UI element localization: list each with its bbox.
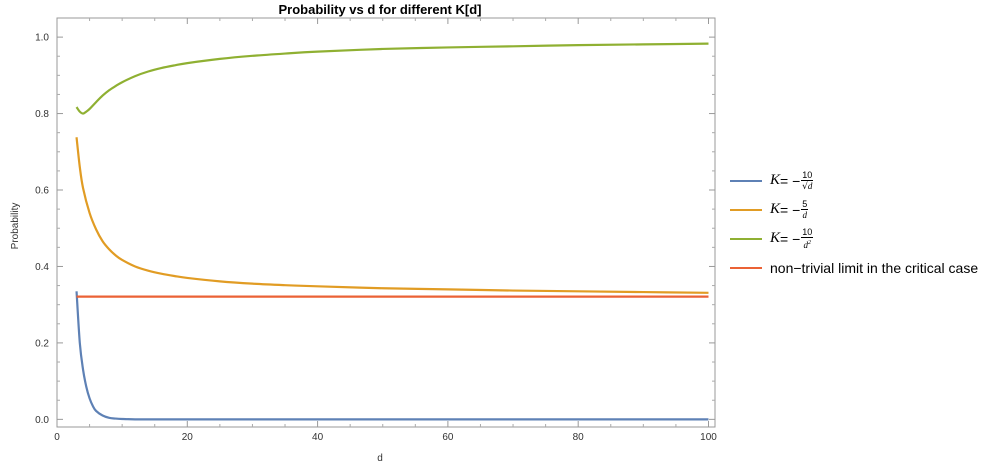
- x-tick-label: 0: [54, 432, 60, 443]
- legend-label: K = − 5 d: [770, 199, 809, 220]
- series-line-1: [75, 137, 709, 294]
- legend-item-k-sqrt: K = − 10 √d: [730, 166, 1000, 195]
- x-tick-label: 80: [573, 432, 585, 443]
- fraction-numerator: 10: [801, 169, 814, 181]
- fraction-numerator: 5: [801, 199, 809, 210]
- legend-label: K = − 10 d2: [770, 227, 814, 250]
- y-tick-label: 0.0: [35, 415, 49, 426]
- legend-item-k-inverse-square: K = − 10 d2: [730, 224, 1000, 253]
- legend-label: non−trivial limit in the critical case: [770, 259, 979, 276]
- legend-k-symbol: K: [770, 172, 781, 188]
- plot-frame: [56, 17, 716, 428]
- x-tick-label: 20: [182, 432, 194, 443]
- axis-labels: 0 20 40 60 80 100 0.0 0.2 0.4 0.6 0.8 1.0: [35, 33, 717, 443]
- legend-swatch: [730, 208, 762, 211]
- legend: K = − 10 √d K = − 5 d K = − 10 d2: [730, 166, 1000, 282]
- series-line-0: [75, 291, 709, 421]
- y-tick-label: 0.2: [35, 338, 49, 349]
- legend-item-k-inverse: K = − 5 d: [730, 195, 1000, 224]
- y-tick-label: 1.0: [35, 33, 49, 44]
- legend-fraction: 10 √d: [801, 169, 814, 192]
- x-tick-label: 60: [442, 432, 454, 443]
- x-tick-label: 40: [312, 432, 324, 443]
- y-tick-label: 0.8: [35, 109, 49, 120]
- legend-swatch: [730, 237, 762, 240]
- denominator-exponent: 2: [808, 240, 812, 246]
- legend-swatch: [730, 266, 762, 269]
- y-tick-label: 0.6: [35, 186, 49, 197]
- legend-fraction: 5 d: [801, 199, 809, 220]
- x-tick-label: 100: [700, 432, 717, 443]
- legend-eq: = −: [780, 201, 801, 218]
- legend-swatch: [730, 179, 762, 182]
- denominator-base: d: [803, 240, 809, 250]
- fraction-denominator: √d: [802, 180, 813, 192]
- legend-eq: = −: [780, 172, 801, 189]
- chart-title: Probability vs d for different K[d]: [279, 2, 482, 17]
- legend-eq: = −: [780, 230, 801, 247]
- x-axis-title: d: [377, 453, 383, 464]
- fraction-denominator: d: [802, 210, 808, 220]
- legend-item-critical-limit: non−trivial limit in the critical case: [730, 253, 1000, 282]
- fraction-denominator: d2: [804, 238, 812, 250]
- fraction-numerator: 10: [801, 227, 814, 238]
- legend-k-symbol: K: [770, 201, 781, 217]
- y-axis-title: Probability: [10, 203, 21, 250]
- legend-k-symbol: K: [770, 230, 781, 246]
- series-lines: [75, 42, 709, 421]
- y-tick-label: 0.4: [35, 262, 49, 273]
- plot-border: [56, 17, 716, 428]
- axis-ticks: [56, 18, 715, 427]
- legend-fraction: 10 d2: [801, 227, 814, 250]
- sqrt-content: d: [807, 180, 813, 191]
- legend-label: K = − 10 √d: [770, 170, 814, 192]
- series-line-2: [75, 42, 709, 115]
